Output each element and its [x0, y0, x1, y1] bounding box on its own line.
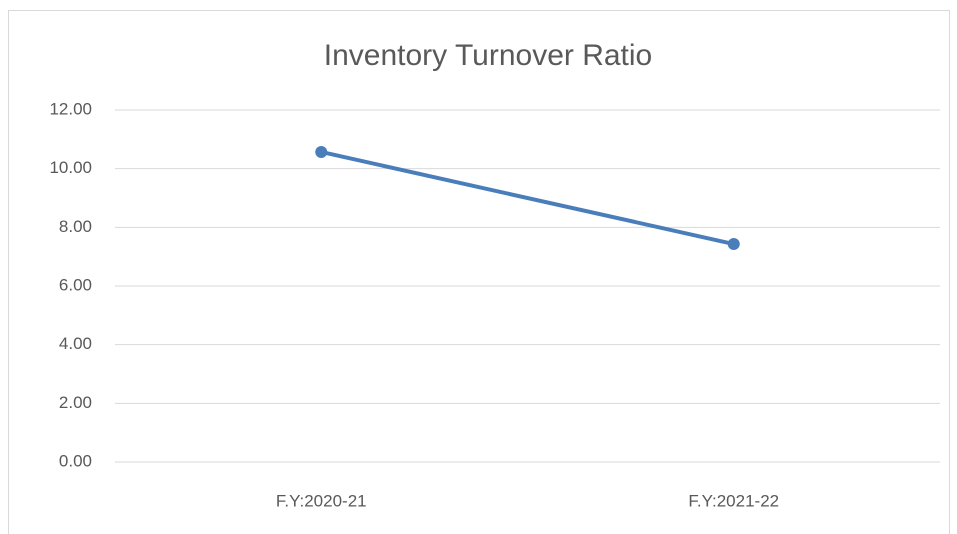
line [319, 149, 736, 247]
y-tick-label: 4.00 [59, 334, 92, 353]
point [315, 145, 328, 158]
y-tick-label: 6.00 [59, 275, 92, 294]
y-tick-label: 2.00 [59, 393, 92, 412]
chart-frame [8, 10, 950, 534]
y-tick-label: 10.00 [49, 158, 92, 177]
x-tick-label: F.Y:2020-21 [276, 491, 367, 510]
y-tick-label: 12.00 [49, 99, 92, 118]
y-tick-label: 8.00 [59, 217, 92, 236]
chart-title: Inventory Turnover Ratio [324, 39, 653, 72]
point [727, 238, 740, 251]
y-tick-label: 0.00 [59, 451, 92, 470]
x-tick-label: F.Y:2021-22 [688, 491, 779, 510]
